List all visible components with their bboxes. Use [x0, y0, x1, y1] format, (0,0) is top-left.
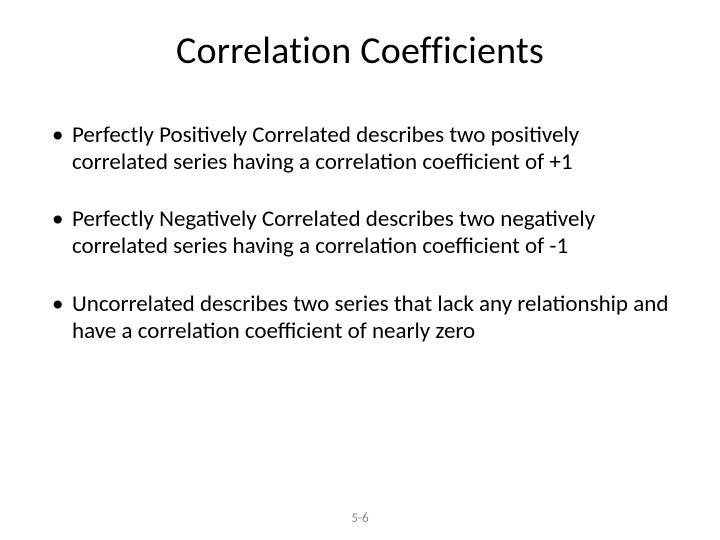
- slide-container: Correlation Coefficients Perfectly Posit…: [0, 0, 720, 540]
- page-title: Correlation Coefficients: [40, 28, 680, 74]
- list-item: Perfectly Negatively Correlated describe…: [48, 206, 680, 260]
- bullet-list: Perfectly Positively Correlated describe…: [40, 122, 680, 345]
- page-number: 5-6: [0, 511, 720, 526]
- list-item: Uncorrelated describes two series that l…: [48, 291, 680, 345]
- list-item: Perfectly Positively Correlated describe…: [48, 122, 680, 176]
